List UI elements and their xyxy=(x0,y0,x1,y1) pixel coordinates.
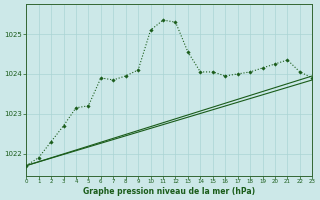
X-axis label: Graphe pression niveau de la mer (hPa): Graphe pression niveau de la mer (hPa) xyxy=(83,187,255,196)
